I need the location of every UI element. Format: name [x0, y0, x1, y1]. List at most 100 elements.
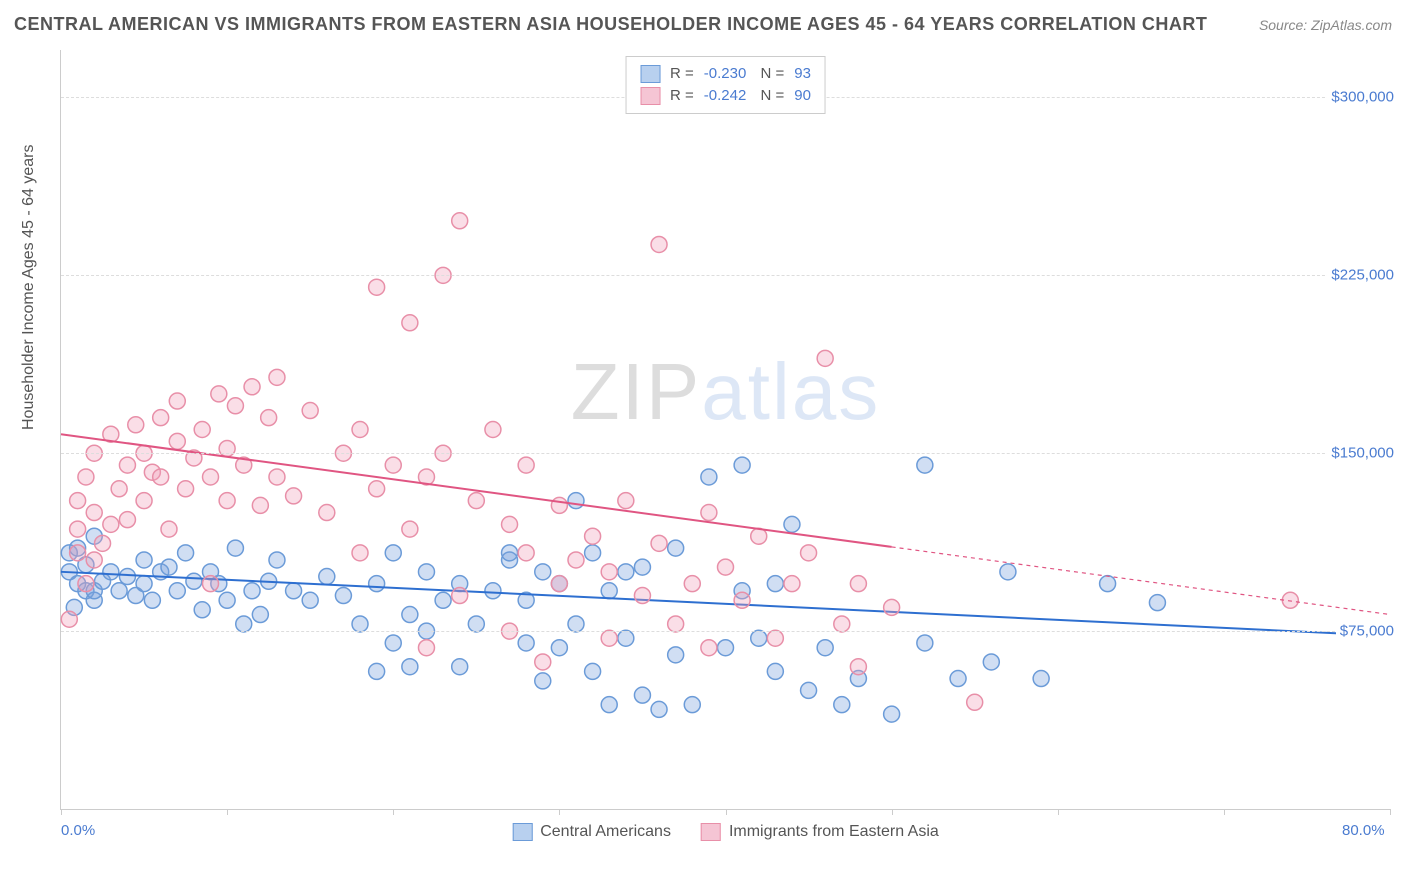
legend-item: Immigrants from Eastern Asia	[701, 823, 939, 841]
data-point	[402, 521, 418, 537]
series-legend: Central Americans Immigrants from Easter…	[512, 823, 939, 841]
data-point	[1149, 595, 1165, 611]
data-point	[817, 640, 833, 656]
data-point	[585, 663, 601, 679]
data-point	[485, 422, 501, 438]
x-tick	[1224, 809, 1225, 815]
data-point	[302, 592, 318, 608]
data-point	[568, 493, 584, 509]
data-point	[128, 417, 144, 433]
data-point	[111, 481, 127, 497]
data-point	[169, 393, 185, 409]
data-point	[70, 521, 86, 537]
y-axis-title: Householder Income Ages 45 - 64 years	[20, 145, 38, 431]
data-point	[161, 559, 177, 575]
y-tick-label: $150,000	[1327, 445, 1398, 462]
data-point	[452, 659, 468, 675]
data-point	[136, 493, 152, 509]
data-point	[801, 682, 817, 698]
data-point	[767, 663, 783, 679]
scatter-svg	[61, 50, 1390, 809]
data-point	[144, 592, 160, 608]
data-point	[850, 576, 866, 592]
data-point	[518, 635, 534, 651]
data-point	[178, 545, 194, 561]
data-point	[618, 630, 634, 646]
n-value: 93	[794, 63, 811, 85]
gridline	[61, 453, 1390, 454]
data-point	[767, 576, 783, 592]
data-point	[236, 616, 252, 632]
data-point	[502, 516, 518, 532]
data-point	[70, 545, 86, 561]
data-point	[568, 616, 584, 632]
data-point	[651, 535, 667, 551]
trend-line	[61, 572, 1390, 636]
data-point	[884, 706, 900, 722]
data-point	[169, 433, 185, 449]
x-tick	[892, 809, 893, 815]
data-point	[418, 640, 434, 656]
x-tick	[393, 809, 394, 815]
data-point	[169, 583, 185, 599]
data-point	[734, 592, 750, 608]
data-point	[634, 588, 650, 604]
data-point	[701, 640, 717, 656]
data-point	[535, 654, 551, 670]
data-point	[1282, 592, 1298, 608]
data-point	[335, 588, 351, 604]
data-point	[485, 583, 501, 599]
data-point	[551, 576, 567, 592]
data-point	[718, 640, 734, 656]
gridline	[61, 275, 1390, 276]
data-point	[86, 552, 102, 568]
data-point	[78, 469, 94, 485]
chart-title: CENTRAL AMERICAN VS IMMIGRANTS FROM EAST…	[14, 14, 1207, 35]
data-point	[701, 505, 717, 521]
x-tick	[1058, 809, 1059, 815]
data-point	[286, 583, 302, 599]
data-point	[668, 647, 684, 663]
data-point	[302, 403, 318, 419]
x-tick	[559, 809, 560, 815]
data-point	[767, 630, 783, 646]
legend-label: Immigrants from Eastern Asia	[729, 823, 939, 841]
data-point	[651, 236, 667, 252]
swatch-icon	[701, 823, 721, 841]
data-point	[684, 697, 700, 713]
data-point	[136, 576, 152, 592]
x-tick	[1390, 809, 1391, 815]
data-point	[917, 635, 933, 651]
data-point	[668, 616, 684, 632]
data-point	[601, 630, 617, 646]
data-point	[86, 505, 102, 521]
data-point	[917, 457, 933, 473]
n-value: 90	[794, 85, 811, 107]
correlation-legend: R = -0.230 N = 93 R = -0.242 N = 90	[625, 56, 826, 114]
title-bar: CENTRAL AMERICAN VS IMMIGRANTS FROM EAST…	[14, 14, 1392, 35]
data-point	[618, 564, 634, 580]
data-point	[402, 315, 418, 331]
data-point	[119, 512, 135, 528]
data-point	[352, 422, 368, 438]
scatter-plot: ZIPatlas R = -0.230 N = 93 R = -0.242 N …	[60, 50, 1390, 810]
data-point	[136, 552, 152, 568]
data-point	[286, 488, 302, 504]
data-point	[701, 469, 717, 485]
swatch-icon	[640, 65, 660, 83]
data-point	[153, 469, 169, 485]
data-point	[269, 552, 285, 568]
data-point	[70, 493, 86, 509]
x-tick	[61, 809, 62, 815]
data-point	[178, 481, 194, 497]
data-point	[319, 505, 335, 521]
data-point	[211, 386, 227, 402]
data-point	[551, 640, 567, 656]
legend-item: Central Americans	[512, 823, 671, 841]
data-point	[535, 673, 551, 689]
data-point	[551, 497, 567, 513]
data-point	[751, 630, 767, 646]
data-point	[601, 564, 617, 580]
data-point	[352, 545, 368, 561]
data-point	[618, 493, 634, 509]
